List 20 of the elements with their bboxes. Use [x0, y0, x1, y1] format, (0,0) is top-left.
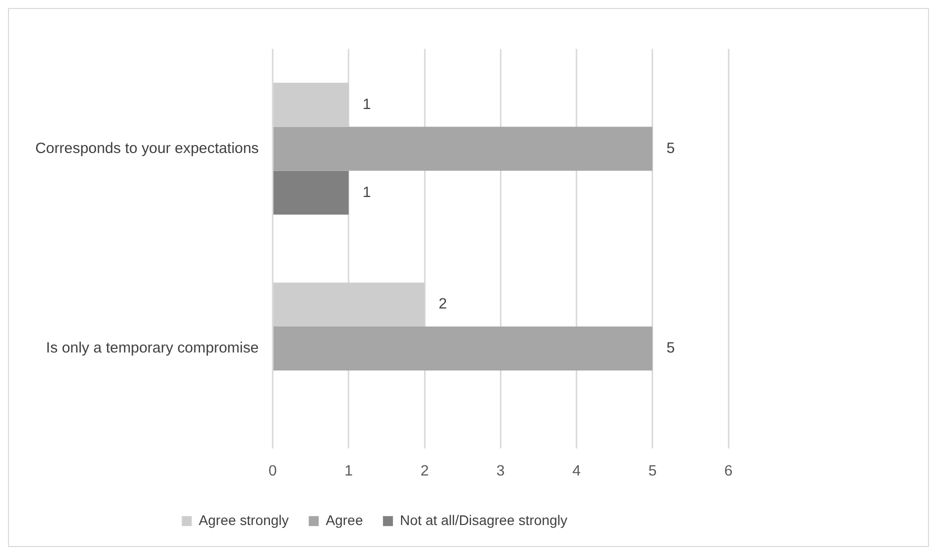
data-label: 5 — [666, 140, 675, 157]
data-label: 1 — [362, 96, 371, 113]
data-label: 5 — [666, 340, 675, 357]
x-tick-label: 1 — [344, 462, 353, 480]
x-tick-label: 3 — [496, 462, 505, 480]
data-label: 2 — [438, 296, 447, 313]
bar — [273, 170, 349, 215]
bar — [273, 326, 652, 370]
x-tick-label: 4 — [572, 462, 581, 480]
data-label: 1 — [362, 184, 371, 201]
legend-label: Agree strongly — [198, 512, 289, 528]
x-tick-label: 2 — [420, 462, 429, 480]
x-tick-label: 0 — [268, 462, 277, 480]
x-tick-label: 5 — [648, 462, 657, 480]
y-tick-label: Corresponds to your expectations — [35, 140, 259, 157]
x-tick-label: 6 — [724, 462, 733, 480]
legend-label: Not at all/Disagree strongly — [400, 512, 568, 528]
legend-label: Agree — [326, 512, 364, 528]
bar — [273, 126, 652, 171]
y-tick-label: Is only a temporary compromise — [46, 340, 259, 357]
